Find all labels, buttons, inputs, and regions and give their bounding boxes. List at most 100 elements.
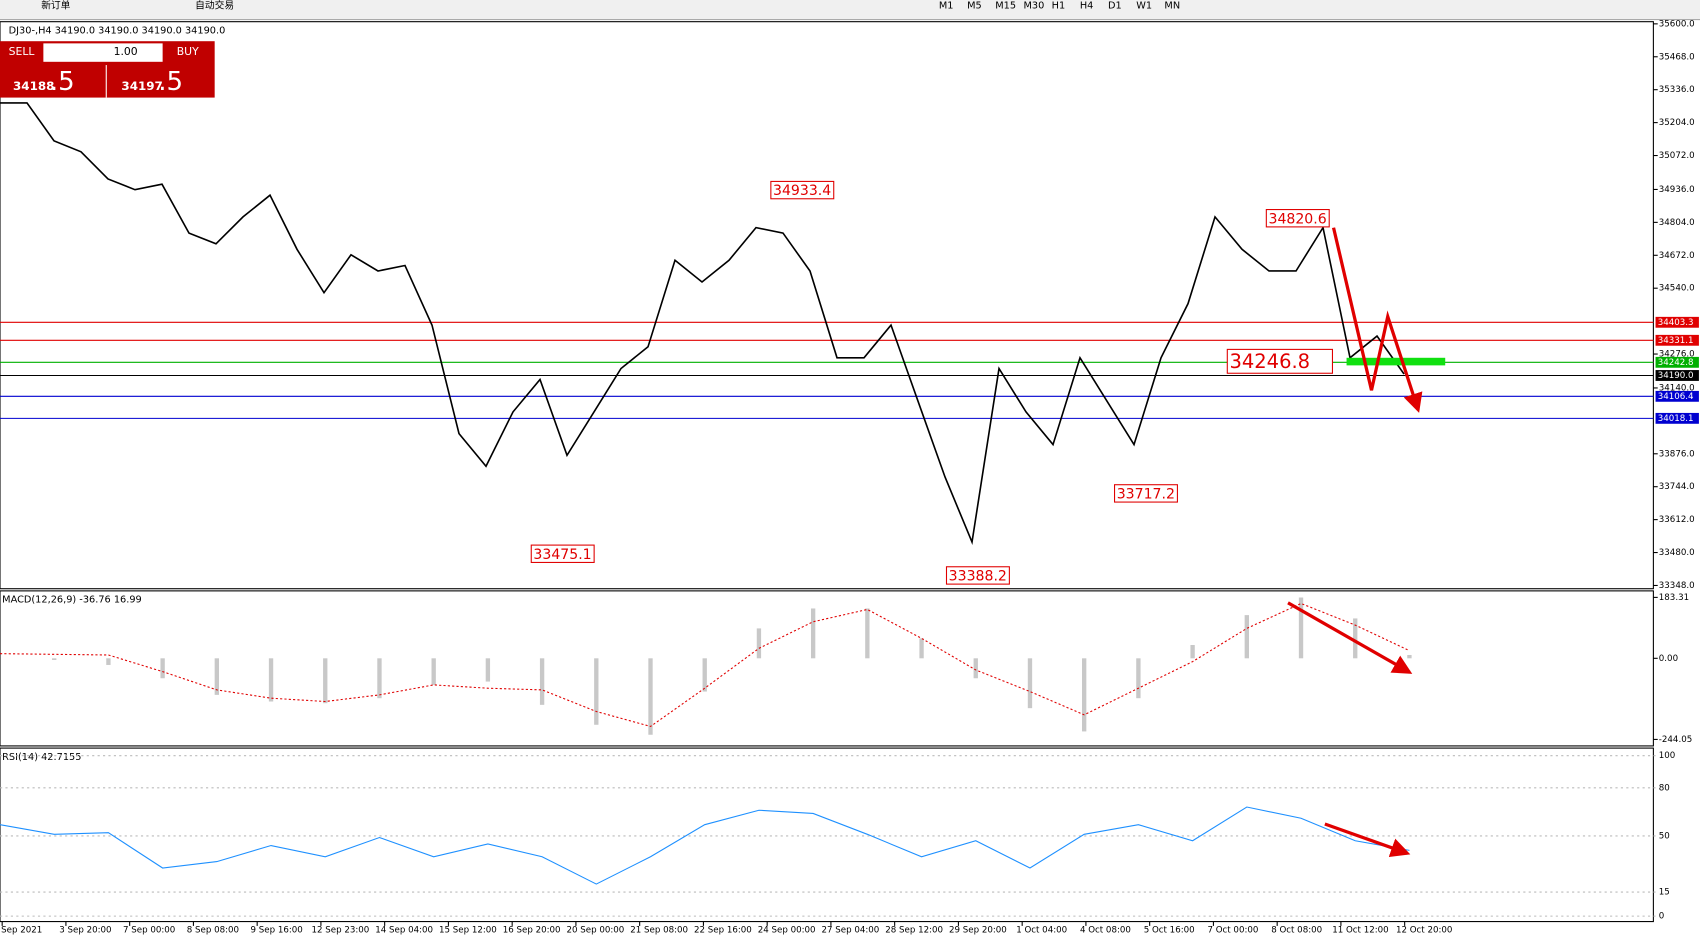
price-annotation-box — [770, 180, 835, 200]
price-level-tag — [1655, 370, 1699, 381]
price-level-tag — [1655, 334, 1699, 346]
timeframe-button[interactable]: M15 — [995, 0, 1016, 11]
x-tick-label: 11 Oct 12:00 — [1332, 926, 1388, 936]
y-tick-label: 33744.0 — [1659, 482, 1695, 492]
x-tick-label: Sep 2021 — [1, 926, 42, 936]
macd-label: MACD(12,26,9) -36.76 16.99 — [2, 595, 142, 606]
macd-bar — [810, 608, 816, 659]
timeframe-button[interactable]: H1 — [1052, 0, 1066, 11]
timeframe-button[interactable]: W1 — [1136, 0, 1152, 11]
new-order-button[interactable]: 新订单 — [41, 0, 70, 11]
timeframe-button[interactable]: H4 — [1080, 0, 1094, 11]
symbol-info: DJ30-,H4 34190.0 34190.0 34190.0 34190.0 — [9, 25, 226, 36]
price-annotation-box — [1113, 484, 1178, 503]
x-tick-label: 14 Sep 04:00 — [375, 926, 433, 936]
y-tick-label: 34276.0 — [1659, 350, 1695, 360]
price-annotation: 34820.6 — [1268, 211, 1326, 227]
price-annotation-box — [1226, 348, 1334, 374]
rsi-line — [0, 806, 1410, 885]
y-tick-label: 0.00 — [1659, 654, 1678, 664]
macd-bar — [702, 658, 707, 692]
timeframe-button[interactable]: M5 — [967, 0, 982, 11]
macd-bar — [756, 628, 762, 659]
macd-bar — [1136, 658, 1141, 699]
macd-bar — [1407, 654, 1412, 659]
rsi-label: RSI(14) 42.7155 — [2, 752, 81, 763]
sell-button[interactable]: SELL — [9, 45, 35, 58]
x-tick-label: 21 Sep 08:00 — [630, 926, 688, 936]
macd-bar — [160, 658, 165, 679]
x-tick-label: 3 Sep 20:00 — [59, 926, 111, 936]
timeframe-button[interactable]: M1 — [939, 0, 954, 11]
buy-button[interactable]: BUY — [177, 45, 199, 58]
macd-bar — [1298, 597, 1304, 659]
x-tick-label: 20 Sep 00:00 — [567, 926, 625, 936]
x-tick-label: 15 Sep 12:00 — [439, 926, 497, 936]
ask-frac: .5 — [158, 67, 183, 97]
macd-bar — [431, 658, 436, 685]
price-annotation-box — [530, 544, 595, 563]
price-level-tag — [1655, 356, 1699, 368]
macd-bar — [485, 658, 491, 682]
y-tick-label: 34804.0 — [1659, 218, 1695, 228]
timeframe-button[interactable]: D1 — [1108, 0, 1122, 11]
x-tick-label: 5 Oct 16:00 — [1144, 926, 1195, 936]
y-tick-label: 33348.0 — [1659, 581, 1695, 591]
x-tick-label: 12 Sep 23:00 — [312, 926, 370, 936]
macd-arrow — [1287, 601, 1413, 674]
y-tick-label: 50 — [1659, 831, 1670, 841]
price-level-label: 34018.1 — [1658, 414, 1694, 424]
price-annotation: 34933.4 — [773, 183, 831, 199]
price-level-tag — [1655, 390, 1699, 402]
macd-bar — [1027, 658, 1033, 709]
price-level-label: 34106.4 — [1658, 392, 1694, 402]
x-tick-label: 7 Oct 00:00 — [1207, 926, 1258, 936]
toolbar — [0, 0, 1700, 20]
y-tick-label: 80 — [1659, 783, 1670, 793]
x-tick-label: 9 Sep 16:00 — [251, 926, 303, 936]
trend-arrow — [1331, 227, 1423, 413]
price-line — [0, 102, 1405, 546]
price-level-tag — [1655, 412, 1699, 424]
price-level-label: 34242.8 — [1658, 358, 1694, 368]
macd-bar — [106, 658, 111, 665]
macd-signal — [0, 602, 1410, 728]
timeframe-button[interactable]: MN — [1164, 0, 1180, 11]
x-tick-label: 1 Oct 04:00 — [1016, 926, 1067, 936]
y-tick-label: 15 — [1659, 888, 1670, 898]
trade-panel: SELL BUY 1.00 34188 .5 34197 .5 — [0, 41, 215, 98]
bid: 34188 — [13, 79, 54, 93]
y-tick-label: 35204.0 — [1659, 118, 1695, 128]
macd-bar — [268, 658, 274, 702]
x-tick-label: 8 Oct 08:00 — [1271, 926, 1322, 936]
price-annotation-box — [1265, 209, 1330, 228]
price-annotation: 33717.2 — [1117, 486, 1175, 502]
price-level-label: 34403.3 — [1658, 318, 1694, 328]
bid-frac: .5 — [50, 67, 75, 97]
x-tick-label: 28 Sep 12:00 — [885, 926, 943, 936]
macd-bar — [919, 638, 924, 659]
rsi-arrow — [1324, 822, 1411, 858]
price-annotation: 34246.8 — [1229, 350, 1310, 373]
macd-bar — [377, 658, 382, 699]
y-tick-label: 0 — [1659, 912, 1665, 922]
price-level-label: 34331.1 — [1658, 336, 1694, 346]
y-tick-label: 34140.0 — [1659, 383, 1695, 393]
y-tick-label: 35600.0 — [1659, 19, 1695, 29]
price-annotation: 33388.2 — [949, 569, 1007, 585]
lots-box[interactable] — [43, 43, 163, 62]
lots[interactable]: 1.00 — [114, 45, 138, 58]
macd-bar — [1244, 615, 1249, 659]
macd-bar — [323, 658, 328, 704]
x-tick-label: 29 Sep 20:00 — [949, 926, 1007, 936]
auto-trade-button[interactable]: 自动交易 — [195, 0, 234, 11]
y-tick-label: 33480.0 — [1659, 548, 1695, 558]
timeframe-button[interactable]: M30 — [1023, 0, 1044, 11]
price-annotation-box — [945, 566, 1010, 585]
y-tick-label: 183.31 — [1659, 593, 1689, 603]
y-tick-label: 33612.0 — [1659, 515, 1695, 525]
y-tick-label: 33876.0 — [1659, 449, 1695, 459]
macd-bar — [1353, 618, 1358, 659]
support-zone — [1346, 357, 1446, 366]
x-tick-label: 8 Sep 08:00 — [187, 926, 239, 936]
